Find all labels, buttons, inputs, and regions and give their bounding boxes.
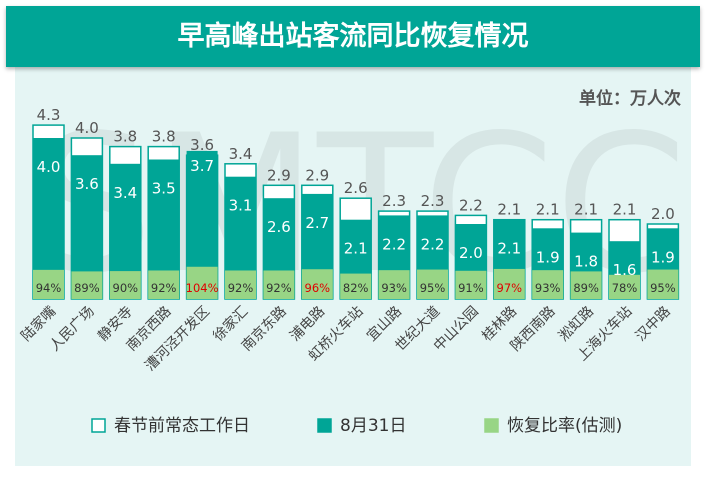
label-aug31: 3.6 [75, 175, 99, 193]
label-recovery-rate: 89% [74, 281, 100, 295]
label-recovery-rate: 104% [186, 281, 219, 295]
label-pre-holiday: 2.1 [574, 201, 598, 219]
label-pre-holiday: 2.1 [536, 201, 560, 219]
label-aug31: 1.9 [651, 248, 675, 266]
bar-recovery [263, 270, 295, 299]
label-recovery-rate: 78% [612, 281, 638, 295]
label-aug31: 2.1 [344, 240, 368, 258]
unit-label: 单位：万人次 [579, 89, 681, 109]
chart-title: 早高峰出站客流同比恢复情况 [6, 6, 700, 67]
legend-swatch [317, 418, 332, 433]
label-pre-holiday: 3.4 [229, 145, 253, 163]
label-recovery-rate: 95% [420, 281, 446, 295]
label-pre-holiday: 2.2 [459, 196, 483, 214]
label-recovery-rate: 92% [151, 281, 177, 295]
label-aug31: 2.0 [459, 244, 483, 262]
bar-recovery [455, 270, 487, 299]
label-aug31: 1.6 [613, 261, 637, 279]
legend-label: 恢复比率(估测) [507, 416, 622, 436]
label-aug31: 2.2 [382, 235, 406, 253]
label-pre-holiday: 4.0 [75, 119, 99, 137]
bar-recovery [647, 269, 679, 299]
label-recovery-rate: 96% [305, 281, 331, 295]
bar-recovery [109, 271, 141, 299]
label-pre-holiday: 2.3 [382, 192, 406, 210]
bar-recovery [570, 271, 602, 299]
label-aug31: 1.9 [536, 248, 560, 266]
label-pre-holiday: 2.3 [421, 192, 445, 210]
label-aug31: 1.8 [574, 253, 598, 271]
label-aug31: 3.7 [190, 157, 214, 175]
label-aug31: 3.5 [152, 180, 176, 198]
label-pre-holiday: 2.1 [497, 201, 521, 219]
bar-recovery [609, 274, 640, 299]
label-recovery-rate: 82% [343, 281, 369, 295]
label-aug31: 2.6 [267, 218, 291, 236]
label-pre-holiday: 2.9 [267, 166, 291, 184]
legend-label: 春节前常态工作日 [114, 416, 250, 436]
label-aug31: 3.1 [229, 197, 253, 215]
label-recovery-rate: 95% [650, 281, 676, 295]
label-recovery-rate: 93% [535, 281, 561, 295]
label-pre-holiday: 2.9 [305, 166, 329, 184]
label-recovery-rate: 92% [228, 281, 254, 295]
bar-recovery [493, 268, 525, 299]
bar-recovery [340, 273, 372, 299]
label-aug31: 3.4 [113, 184, 137, 202]
label-pre-holiday: 3.6 [190, 136, 214, 154]
bar-recovery [71, 271, 103, 299]
bar-recovery [532, 270, 564, 299]
label-aug31: 4.0 [37, 158, 61, 176]
label-recovery-rate: 93% [381, 281, 407, 295]
label-recovery-rate: 89% [573, 281, 599, 295]
label-recovery-rate: 97% [497, 281, 523, 295]
legend-swatch [91, 418, 106, 433]
label-pre-holiday: 2.6 [344, 179, 368, 197]
label-pre-holiday: 2.0 [651, 205, 675, 223]
legend-label: 8月31日 [340, 416, 406, 436]
label-pre-holiday: 4.3 [37, 106, 61, 124]
bar-recovery [148, 270, 180, 299]
label-pre-holiday: 3.8 [152, 128, 176, 146]
legend-swatch [484, 418, 499, 433]
label-pre-holiday: 2.1 [613, 201, 637, 219]
label-aug31: 2.7 [305, 214, 329, 232]
bar-recovery [33, 269, 64, 299]
label-recovery-rate: 90% [113, 281, 139, 295]
label-recovery-rate: 92% [266, 281, 292, 295]
label-aug31: 2.2 [421, 235, 445, 253]
label-recovery-rate: 94% [36, 281, 62, 295]
bar-recovery [186, 266, 218, 299]
label-pre-holiday: 3.8 [113, 128, 137, 146]
bar-recovery [417, 269, 448, 299]
label-recovery-rate: 91% [458, 281, 484, 295]
label-aug31: 2.1 [497, 240, 521, 258]
bar-recovery [225, 270, 256, 299]
bar-recovery [301, 269, 333, 299]
bar-recovery [378, 270, 410, 299]
